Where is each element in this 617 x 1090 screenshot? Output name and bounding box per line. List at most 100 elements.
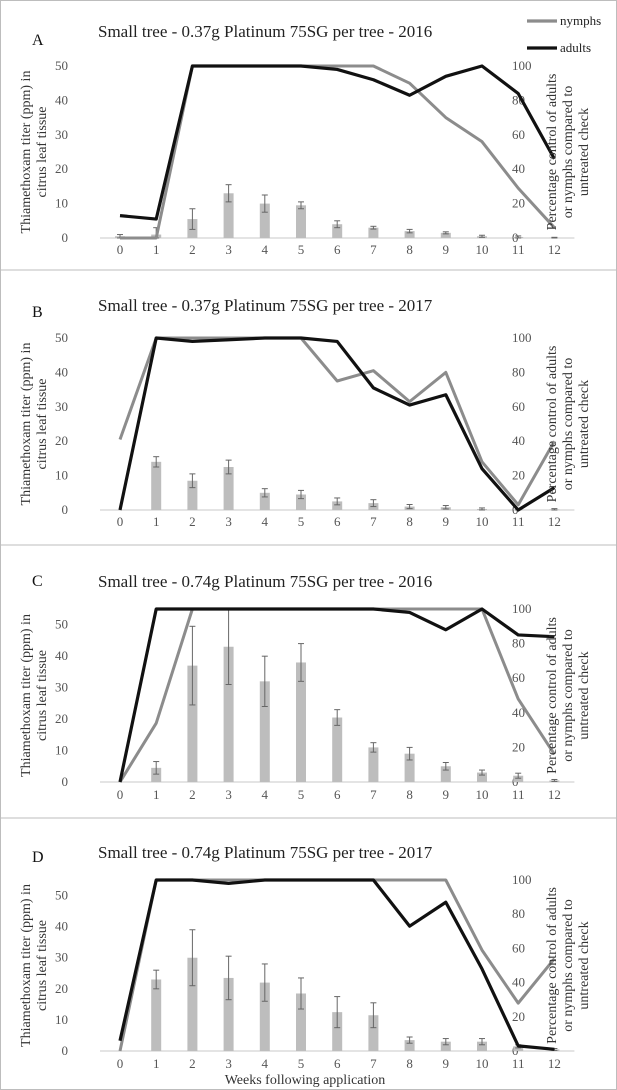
y-axis-title-right: Percentage control of adultsor nymphs co… (545, 74, 592, 231)
x-tick-label: 10 (476, 514, 489, 529)
bar (259, 681, 270, 782)
y-tick-label-left: 10 (55, 196, 68, 211)
y-tick-label-left: 0 (62, 1043, 69, 1058)
x-tick-label: 7 (370, 242, 377, 257)
bar (151, 767, 162, 782)
y-tick-label-left: 20 (55, 433, 68, 448)
y-axis-title-left: Thiamethoxam titer (ppm) incitrus leaf t… (19, 71, 50, 234)
y-tick-label-right: 40 (512, 705, 525, 720)
x-tick-label: 4 (262, 787, 269, 802)
x-tick-label: 1 (153, 787, 160, 802)
y-tick-label-right: 40 (512, 975, 525, 990)
series-line-adults (118, 878, 555, 1051)
bar (259, 492, 270, 510)
x-tick-label: 5 (298, 787, 305, 802)
y-axis-title-left-line: Thiamethoxam titer (ppm) in (19, 71, 34, 234)
legend-label-adults: adults (560, 40, 591, 55)
bar (223, 467, 234, 510)
chart-panel-a: A Small tree - 0.37g Platinum 75SG per tr… (19, 22, 592, 257)
y-tick-label-right: 60 (512, 940, 525, 955)
bar (404, 753, 415, 782)
x-tick-label: 9 (443, 787, 450, 802)
x-tick-label: 7 (370, 1056, 377, 1071)
panel-label: C (32, 573, 43, 590)
y-tick-label-right: 80 (512, 636, 525, 651)
panel-label: D (32, 849, 44, 866)
x-tick-label: 12 (548, 787, 561, 802)
y-tick-label-right: 80 (512, 92, 525, 107)
x-tick-label: 12 (548, 242, 561, 257)
bar (368, 227, 379, 238)
y-tick-label-left: 0 (62, 230, 69, 245)
bar (440, 766, 451, 782)
x-tick-label: 0 (117, 242, 124, 257)
x-tick-label: 2 (189, 242, 196, 257)
y-tick-label-left: 30 (55, 399, 68, 414)
y-tick-label-right: 40 (512, 161, 525, 176)
x-tick-label: 5 (298, 242, 305, 257)
y-axis-title-right: Percentage control of adultsor nymphs co… (545, 346, 592, 503)
y-axis-title-left: Thiamethoxam titer (ppm) incitrus leaf t… (19, 614, 50, 777)
bar (404, 1040, 415, 1051)
bar (223, 646, 234, 782)
series-line-adults (118, 607, 555, 783)
x-tick-label: 10 (476, 242, 489, 257)
panel-label: A (32, 32, 44, 49)
y-tick-label-left: 10 (55, 743, 68, 758)
bar (223, 977, 234, 1051)
y-axis-title-right-line: Percentage control of adults (545, 887, 560, 1044)
x-tick-label: 11 (512, 242, 525, 257)
panel-label: B (32, 304, 43, 321)
y-axis-title-left-line: Thiamethoxam titer (ppm) in (19, 343, 34, 506)
series-line-nymphs (118, 336, 556, 507)
y-axis-title-right-line: untreated check (577, 108, 592, 196)
y-tick-label-right: 80 (512, 364, 525, 379)
bar (223, 193, 234, 238)
y-axis-title-left-line: Thiamethoxam titer (ppm) in (19, 884, 34, 1047)
x-tick-label: 6 (334, 242, 341, 257)
y-axis-title-right-line: Percentage control of adults (545, 346, 560, 503)
chart-title: Small tree - 0.37g Platinum 75SG per tre… (98, 296, 433, 315)
bar (440, 232, 451, 238)
y-axis-title-right: Percentage control of adultsor nymphs co… (545, 887, 592, 1044)
bar (332, 224, 343, 238)
y-tick-label-left: 40 (55, 364, 68, 379)
y-tick-label-left: 10 (55, 468, 68, 483)
bar (151, 461, 162, 510)
x-tick-label: 3 (225, 242, 232, 257)
y-axis-title-right: Percentage control of adultsor nymphs co… (545, 617, 592, 774)
x-tick-label: 3 (225, 514, 232, 529)
bar (368, 1015, 379, 1051)
y-axis-title-right-line: Percentage control of adults (545, 617, 560, 774)
y-axis-title-left-line: citrus leaf tissue (35, 107, 50, 198)
y-tick-label-left: 40 (55, 648, 68, 663)
y-tick-label-right: 60 (512, 670, 525, 685)
bar (513, 1046, 524, 1051)
chart-title: Small tree - 0.74g Platinum 75SG per tre… (98, 572, 432, 591)
bar (477, 1041, 487, 1051)
y-tick-label-left: 20 (55, 711, 68, 726)
bar (332, 501, 343, 510)
y-tick-label-right: 100 (512, 872, 532, 887)
y-tick-label-right: 100 (512, 601, 532, 616)
y-tick-label-left: 50 (55, 58, 68, 73)
y-tick-label-left: 50 (55, 330, 68, 345)
x-tick-label: 2 (189, 787, 196, 802)
bar (332, 1012, 343, 1051)
x-tick-label: 0 (117, 1056, 124, 1071)
legend: nymphs adults (527, 13, 601, 55)
y-tick-label-right: 100 (512, 330, 532, 345)
x-tick-label: 8 (406, 1056, 413, 1071)
bar (259, 203, 270, 238)
x-tick-label: 9 (443, 514, 450, 529)
x-tick-label: 12 (548, 514, 561, 529)
x-tick-label: 3 (225, 1056, 232, 1071)
y-axis-title-right-line: Percentage control of adults (545, 74, 560, 231)
y-tick-label-left: 50 (55, 617, 68, 632)
x-axis-title: Weeks following application (225, 1073, 386, 1088)
x-tick-label: 4 (262, 514, 269, 529)
x-tick-label: 12 (548, 1056, 561, 1071)
y-axis-title-left-line: citrus leaf tissue (35, 379, 50, 470)
x-tick-label: 6 (334, 1056, 341, 1071)
